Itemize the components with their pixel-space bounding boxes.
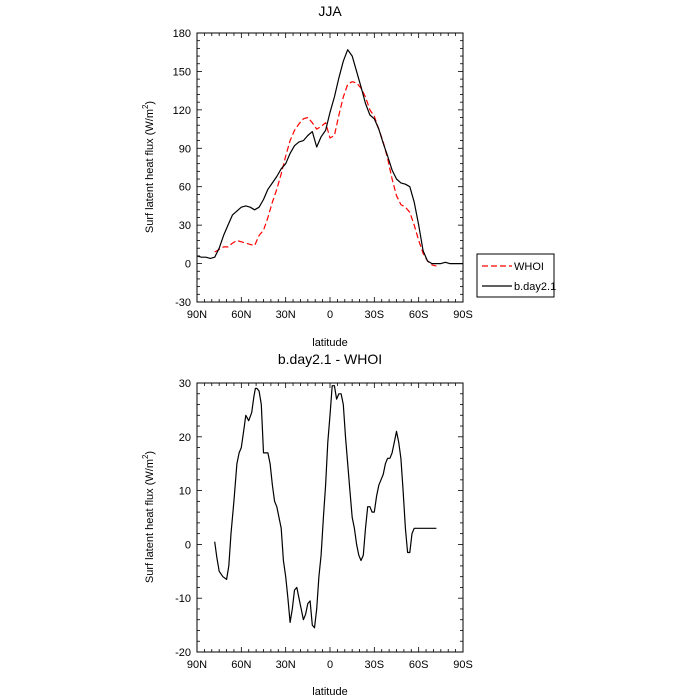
bottom-chart-title: b.day2.1 - WHOI	[278, 351, 382, 367]
x-tick-label: 0	[327, 659, 333, 671]
top-x-axis-label: latitude	[312, 337, 347, 349]
y-tick-label: 90	[179, 143, 191, 155]
y-tick-label: 30	[179, 378, 191, 390]
bottom-y-axis-label: Surf latent heat flux (W/m2)	[141, 451, 156, 583]
bottom-panel: b.day2.1 - WHOI 90N 60N 30N 0 30S 60S 90S -20 -1…	[141, 351, 473, 698]
y-tick-label: -10	[175, 593, 191, 605]
bottom-plot-frame	[196, 382, 464, 653]
difference-series-line	[214, 385, 437, 629]
top-plot-frame	[196, 32, 464, 303]
x-tick-label: 60S	[409, 659, 429, 671]
x-tick-label: 90N	[187, 659, 207, 671]
y-tick-label: 10	[179, 486, 191, 498]
x-tick-label: 60S	[409, 309, 429, 321]
legend-box	[476, 253, 555, 298]
y-tick-label: 120	[173, 105, 191, 117]
y-tick-label: 0	[185, 539, 191, 551]
x-tick-label: 30S	[365, 659, 385, 671]
x-tick-label: 90S	[453, 659, 473, 671]
top-panel: JJA 90N 60N 30N 0 30S 60S 90S -30 0 30 60 90 120 150 1…	[141, 3, 556, 349]
series-line-whoi	[214, 81, 437, 267]
x-tick-label: 60N	[231, 659, 251, 671]
bottom-x-axis-label: latitude	[312, 686, 347, 698]
y-tick-label: -30	[175, 297, 191, 309]
y-tick-label: 60	[179, 182, 191, 194]
x-tick-label: 30N	[276, 659, 296, 671]
x-tick-label: 90N	[187, 309, 207, 321]
y-tick-label: 20	[179, 432, 191, 444]
y-tick-label: -20	[175, 647, 191, 659]
legend: WHOI b.day2.1	[476, 253, 556, 298]
x-tick-label: 0	[327, 309, 333, 321]
y-tick-label: 180	[173, 28, 191, 40]
top-y-axis-label: Surf latent heat flux (W/m2)	[141, 101, 156, 233]
x-tick-label: 30S	[365, 309, 385, 321]
top-chart-title: JJA	[318, 3, 342, 19]
legend-label-bday21: b.day2.1	[514, 281, 556, 293]
y-tick-label: 30	[179, 220, 191, 232]
legend-label-whoi: WHOI	[514, 261, 544, 273]
y-tick-label: 150	[173, 66, 191, 78]
series-line-b-day2-1	[196, 49, 463, 265]
y-tick-label: 0	[185, 259, 191, 271]
x-tick-label: 60N	[231, 309, 251, 321]
x-tick-label: 90S	[453, 309, 473, 321]
x-tick-label: 30N	[276, 309, 296, 321]
